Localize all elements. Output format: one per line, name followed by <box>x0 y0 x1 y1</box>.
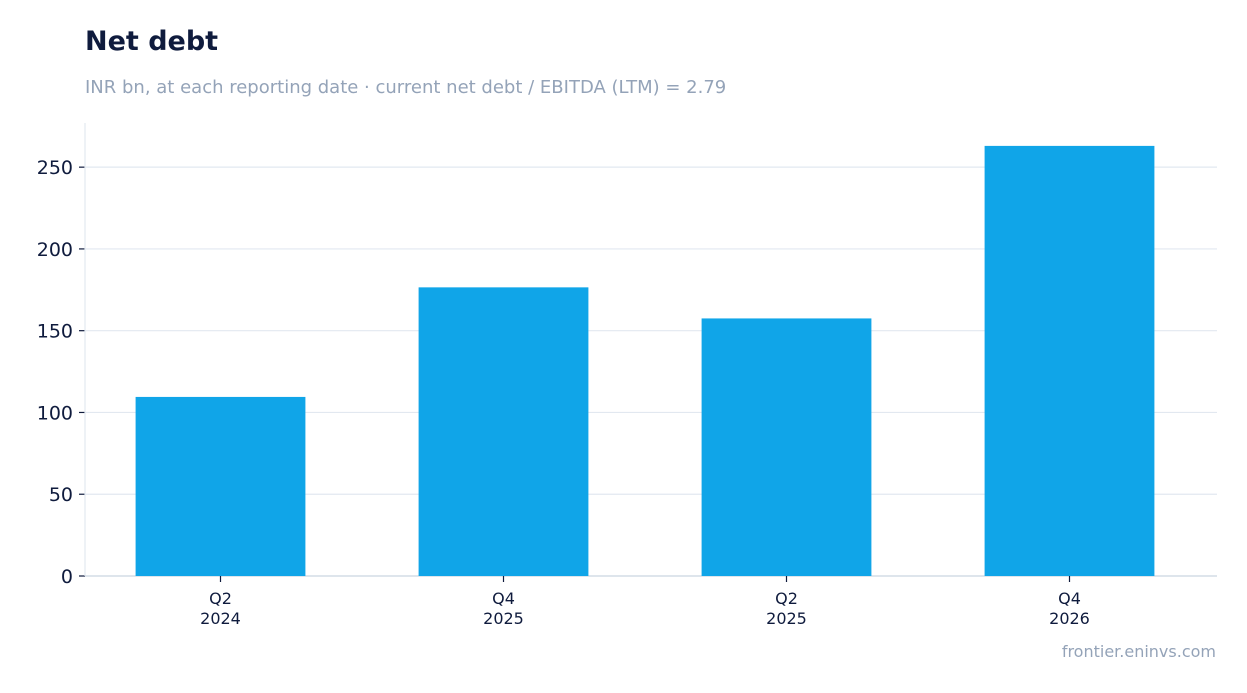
bar <box>984 145 1155 576</box>
x-tick-label: Q4 <box>1058 589 1081 608</box>
x-tick-label: 2026 <box>1049 609 1090 628</box>
y-tick-label: 250 <box>37 157 73 179</box>
chart-title: Net debt <box>85 26 219 57</box>
y-tick-label: 100 <box>37 402 73 424</box>
bar <box>135 396 306 576</box>
chart-subtitle: INR bn, at each reporting date · current… <box>85 77 727 98</box>
bar <box>701 318 872 576</box>
y-tick-label: 0 <box>61 566 73 588</box>
x-tick-label: Q4 <box>492 589 515 608</box>
y-tick-label: 150 <box>37 321 73 343</box>
y-tick-label: 200 <box>37 239 73 261</box>
x-tick-label: Q2 <box>209 589 232 608</box>
x-tick-label: 2024 <box>200 609 241 628</box>
x-tick-label: 2025 <box>483 609 524 628</box>
y-tick-label: 50 <box>49 484 73 506</box>
source-credit: frontier.eninvs.com <box>1061 642 1216 661</box>
x-tick-label: 2025 <box>766 609 807 628</box>
x-tick-label: Q2 <box>775 589 798 608</box>
bar <box>418 287 589 576</box>
